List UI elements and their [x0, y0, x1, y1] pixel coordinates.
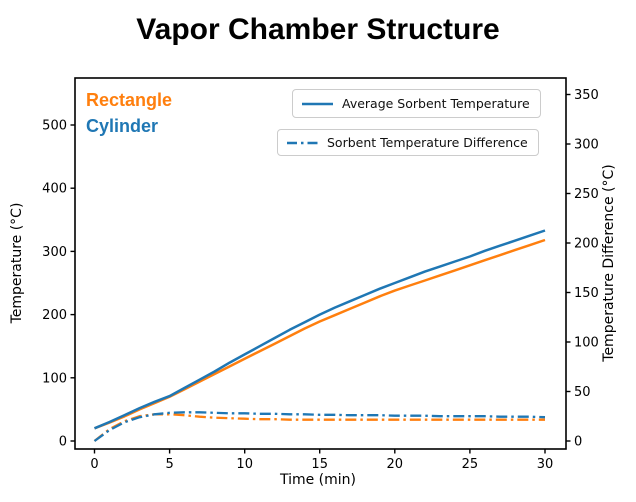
- y-right-tick-label: 100: [574, 336, 599, 351]
- legend-solid-line-icon: [302, 102, 333, 105]
- y-left-tick-label: 400: [42, 182, 67, 197]
- legend-dashdot-line-icon: [287, 141, 318, 144]
- axis-ticks: 0 5 10 15 20 25 300100200300400500050100150200…: [42, 88, 599, 472]
- x-tick-label: 0: [90, 457, 98, 472]
- series-lines: [93, 229, 546, 442]
- series-line-rectangle-sorbent-temperature-difference: [93, 413, 545, 442]
- axes-frame: [74, 77, 567, 450]
- y-right-tick-label: 350: [574, 88, 599, 103]
- chart-title: Vapor Chamber Structure: [136, 13, 500, 46]
- series-line-cylinder-average-sorbent-temperature: [94, 229, 546, 430]
- y-left-tick-label: 100: [42, 371, 67, 386]
- y-right-tick-label: 300: [574, 138, 599, 153]
- x-tick-label: 25: [462, 457, 479, 472]
- y-right-tick-label: 250: [574, 187, 599, 202]
- x-tick-label: 10: [236, 457, 253, 472]
- legend-average-sorbent-temperature: Average Sorbent Temperature: [292, 89, 541, 118]
- legend-sorbent-temperature-difference: Sorbent Temperature Difference: [277, 129, 539, 156]
- y-axis-label-left: Temperature (°C): [9, 202, 25, 324]
- series-line-cylinder-sorbent-temperature-difference: [93, 411, 546, 442]
- annotation-rectangle: Rectangle: [86, 90, 173, 110]
- y-left-tick-label: 0: [59, 435, 67, 450]
- annotation-cylinder: Cylinder: [86, 116, 159, 136]
- x-axis-label: Time (min): [279, 472, 357, 488]
- y-right-tick-label: 0: [574, 435, 582, 450]
- y-left-tick-label: 500: [42, 119, 67, 134]
- y-right-tick-label: 50: [574, 385, 591, 400]
- legend-label-temperature-difference: Sorbent Temperature Difference: [327, 135, 528, 150]
- x-tick-label: 20: [387, 457, 404, 472]
- y-right-tick-label: 150: [574, 286, 599, 301]
- y-left-tick-label: 300: [42, 245, 67, 260]
- y-right-tick-label: 200: [574, 237, 599, 252]
- x-tick-label: 5: [165, 457, 173, 472]
- y-left-tick-label: 200: [42, 308, 67, 323]
- legend-label-average-temperature: Average Sorbent Temperature: [342, 96, 530, 111]
- x-tick-label: 15: [311, 457, 328, 472]
- y-axis-label-right: Temperature Difference (°C): [601, 164, 617, 362]
- x-tick-label: 30: [537, 457, 554, 472]
